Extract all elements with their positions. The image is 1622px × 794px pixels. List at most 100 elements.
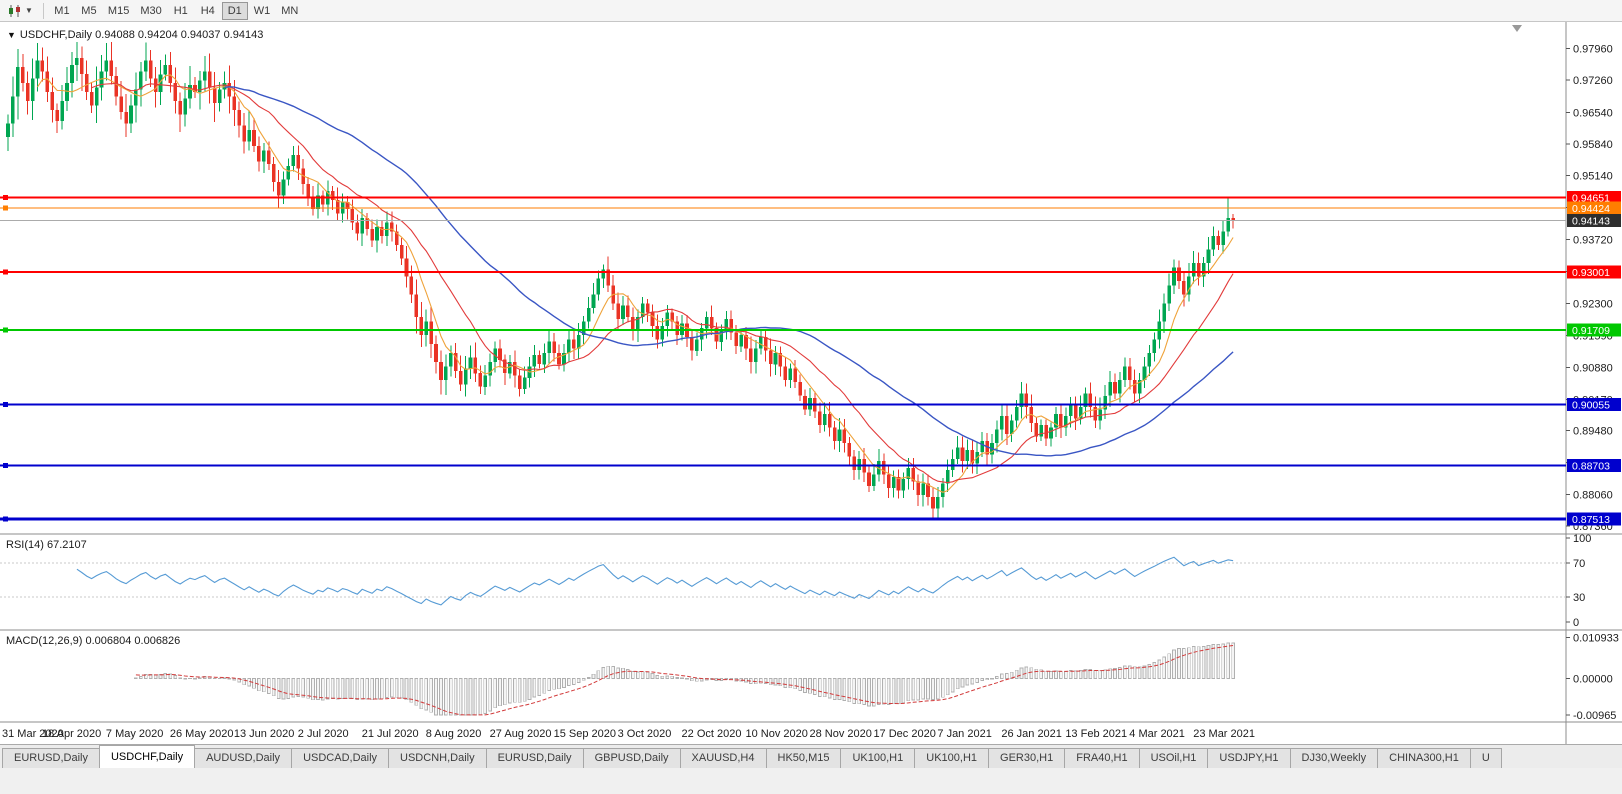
candle-body <box>478 373 483 387</box>
macd-histogram-bar <box>365 678 369 700</box>
hline-handle[interactable] <box>3 462 8 468</box>
macd-histogram-bar <box>631 671 635 679</box>
candle-body <box>163 64 168 75</box>
macd-histogram-bar <box>212 677 217 680</box>
candle-body <box>168 64 173 83</box>
hline-handle[interactable] <box>3 516 8 522</box>
macd-axis-label: 0.010933 <box>1573 632 1619 644</box>
symbol-tab-u[interactable]: U <box>1469 748 1502 768</box>
chart-ohlc-values: 0.94088 0.94204 0.94037 0.94143 <box>95 29 264 41</box>
candle-body <box>114 76 118 97</box>
symbol-tab-china300-h1[interactable]: CHINA300,H1 <box>1377 748 1471 768</box>
candle-body <box>626 305 630 317</box>
symbol-tab-usdcnh-daily[interactable]: USDCNH,Daily <box>388 748 487 768</box>
symbol-tab-ger30-h1[interactable]: GER30,H1 <box>988 748 1066 768</box>
date-axis-label: 13 Jun 2020 <box>234 728 295 740</box>
level-price-badge-text: 0.90055 <box>1572 400 1610 412</box>
candle-body <box>709 317 714 329</box>
candle-body <box>458 371 463 385</box>
symbol-tab-eurusd-daily[interactable]: EURUSD,Daily <box>485 748 584 768</box>
level-price-badge <box>1567 323 1621 337</box>
candle-body <box>754 348 758 362</box>
hline-handle[interactable] <box>3 327 8 333</box>
symbol-tab-fra40-h1[interactable]: FRA40,H1 <box>1064 748 1140 768</box>
moving-average-7[interactable] <box>37 74 1234 493</box>
symbol-tab-usdjpy-h1[interactable]: USDJPY,H1 <box>1207 748 1291 768</box>
macd-histogram-bar <box>222 677 227 679</box>
symbol-tab-usdcad-daily[interactable]: USDCAD,Daily <box>291 748 390 768</box>
date-axis-label: 26 Jan 2021 <box>1001 728 1062 740</box>
macd-histogram-bar <box>901 678 906 704</box>
candle-body <box>40 60 45 72</box>
level-price-badge-text: 0.91709 <box>1572 325 1610 337</box>
macd-histogram-bar <box>965 678 970 686</box>
symbol-tab-gbpusd-daily[interactable]: GBPUSD,Daily <box>582 748 681 768</box>
candle-body <box>872 474 876 486</box>
moving-average-18[interactable] <box>91 82 1234 484</box>
symbol-tab-hk50-m15[interactable]: HK50,M15 <box>765 748 842 768</box>
symbol-tab-xauusd-h4[interactable]: XAUUSD,H4 <box>679 748 767 768</box>
price-axis-label: 0.96540 <box>1573 108 1613 120</box>
symbol-tab-audusd-daily[interactable]: AUDUSD,Daily <box>194 748 293 768</box>
candle-body <box>1108 382 1112 396</box>
moving-average-45[interactable] <box>224 86 1234 457</box>
candle-body <box>257 145 261 162</box>
hline-handle[interactable] <box>3 402 8 408</box>
macd-histogram-bar <box>266 678 271 694</box>
macd-histogram-bar <box>178 677 183 679</box>
date-axis-label: 2 Jul 2020 <box>298 728 349 740</box>
candle-body <box>291 154 296 167</box>
timeframe-button-mn[interactable]: MN <box>281 4 299 17</box>
timeframe-button-w1[interactable]: W1 <box>253 4 271 17</box>
timeframe-button-m15[interactable]: M15 <box>107 4 130 17</box>
candle-body <box>1187 276 1191 295</box>
hline-handle[interactable] <box>3 195 8 201</box>
macd-histogram-bar <box>1157 659 1162 679</box>
chevron-down-icon: ▼ <box>25 6 33 15</box>
timeframe-button-m1[interactable]: M1 <box>54 4 70 17</box>
symbol-tab-usoil-h1[interactable]: USOil,H1 <box>1138 748 1209 768</box>
macd-histogram-bar <box>1152 662 1157 679</box>
candle-body <box>129 105 133 124</box>
one-click-trading-arrow-icon[interactable]: ▼ <box>7 30 16 40</box>
timeframe-button-h1[interactable]: H1 <box>173 4 188 17</box>
chart-type-icon[interactable]: ▼ <box>4 3 36 19</box>
date-axis-label: 3 Oct 2020 <box>618 728 672 740</box>
symbol-tab-uk100-h1[interactable]: UK100,H1 <box>840 748 916 768</box>
macd-histogram-bar <box>1216 644 1221 679</box>
candle-body <box>522 377 527 389</box>
symbol-tab-eurusd-daily[interactable]: EURUSD,Daily <box>2 748 100 768</box>
candle-body <box>409 276 414 295</box>
candle-body <box>419 317 424 335</box>
chart-window[interactable]: ▼ USDCHF,Daily 0.94088 0.94204 0.94037 0.… <box>0 22 1622 744</box>
candle-body <box>1000 416 1004 430</box>
hline-handle[interactable] <box>3 205 8 211</box>
candle-body <box>1068 404 1073 417</box>
symbol-tab-uk100-h1[interactable]: UK100,H1 <box>914 748 990 768</box>
price-chart-canvas[interactable]: 0.97960 0.97260 0.96540 0.95840 0.95140 0.944… <box>0 22 1622 744</box>
macd-histogram-bar <box>276 678 281 699</box>
macd-histogram-bar <box>513 678 517 703</box>
macd-histogram-bar <box>695 678 699 682</box>
macd-histogram-bar <box>1108 668 1112 679</box>
macd-histogram-bar <box>384 678 389 698</box>
macd-histogram-bar <box>950 678 955 693</box>
macd-histogram-bar <box>143 674 148 679</box>
timeframe-button-d1[interactable]: D1 <box>221 1 248 20</box>
macd-axis-label: -0.00965 <box>1573 710 1616 722</box>
level-price-badge <box>1567 265 1621 279</box>
chart-shift-marker[interactable] <box>1512 25 1522 32</box>
candle-body <box>822 413 827 426</box>
symbol-tab-dj30-weekly[interactable]: DJ30,Weekly <box>1289 748 1379 768</box>
symbol-tab-usdchf-daily[interactable]: USDCHF,Daily <box>98 745 196 768</box>
timeframe-button-m30[interactable]: M30 <box>140 4 162 17</box>
chart-ohlc-info: ▼ USDCHF,Daily 0.94088 0.94204 0.94037 0.… <box>7 29 263 41</box>
timeframe-button-m5[interactable]: M5 <box>81 4 97 17</box>
candle-body <box>25 82 30 101</box>
macd-histogram-bar <box>837 678 842 701</box>
timeframe-button-h4[interactable]: H4 <box>200 4 215 17</box>
macd-histogram-bar <box>872 678 876 707</box>
candle-body <box>655 326 660 340</box>
macd-histogram-bar <box>665 675 670 679</box>
hline-handle[interactable] <box>3 269 8 275</box>
